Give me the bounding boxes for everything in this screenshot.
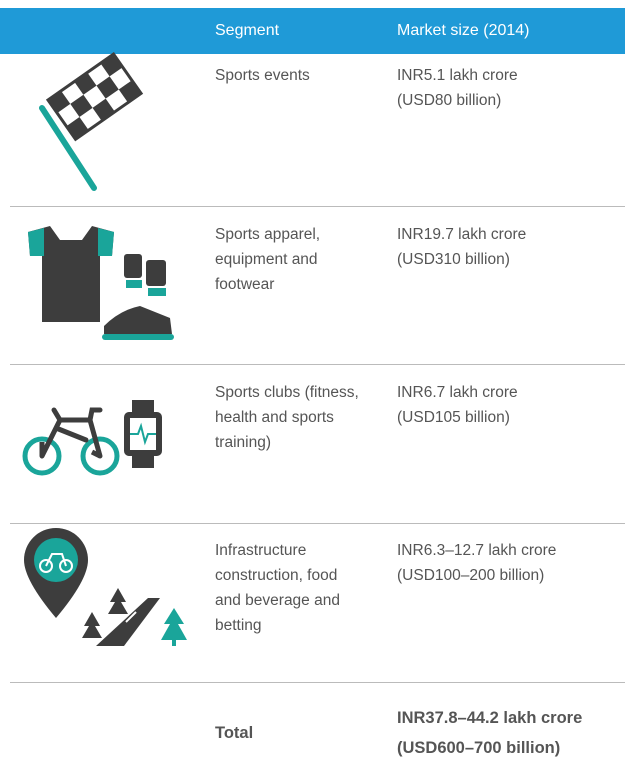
row-divider [10,206,625,207]
market-cell: INR5.1 lakh crore (USD80 billion) [397,63,518,113]
market-cell: INR19.7 lakh crore (USD310 billion) [397,222,526,272]
text-line: betting [215,617,262,634]
header-cell: Segment [215,22,280,39]
apparel-icon [28,226,174,340]
header-bar [0,8,625,54]
text-line: INR19.7 lakh crore [397,226,527,243]
row-divider [10,523,625,524]
text-line: INR37.8–44.2 lakh crore [397,709,583,727]
text-line: INR6.7 lakh crore [397,384,518,401]
text-line: INR6.3–12.7 lakh crore [397,542,557,559]
text-line: Infrastructure [215,542,307,559]
text-line: (USD80 billion) [397,92,502,109]
text-line: training) [215,434,271,451]
flag-icon [39,52,144,191]
text-line: (USD100–200 billion) [397,567,545,584]
text-line: Sports apparel, [215,226,321,243]
text-line: (USD105 billion) [397,409,510,426]
text-line: INR5.1 lakh crore [397,67,518,84]
total-label: Total [215,718,253,748]
infrastructure-icon [24,528,187,646]
text-line: footwear [215,276,275,293]
segment-cell: Sports events [215,63,310,88]
header-cell: Market size (2014) [397,22,530,39]
text-line: (USD310 billion) [397,251,510,268]
segment-cell: Sports apparel, equipment and footwear [215,222,320,297]
text-line: health and sports [215,409,334,426]
text-line: (USD600–700 billion) [397,739,561,757]
segment-cell: Infrastructure construction, food and beve… [215,538,340,638]
fitness-icon [22,400,162,476]
text-line: Sports events [215,67,310,84]
row-divider [10,364,625,365]
text-line: and beverage and [215,592,340,609]
text-line: Sports clubs (fitness, [215,384,359,401]
segment-cell: Sports clubs (fitness, health and sports t… [215,380,359,455]
text-line: construction, food [215,567,338,584]
market-cell: INR6.3–12.7 lakh crore (USD100–200 billio… [397,538,556,588]
market-cell: INR6.7 lakh crore (USD105 billion) [397,380,518,430]
text-line: equipment and [215,251,318,268]
row-divider [10,682,625,683]
text-line: Total [215,724,254,742]
total-market: INR37.8–44.2 lakh crore (USD600–700 billi… [397,703,582,763]
